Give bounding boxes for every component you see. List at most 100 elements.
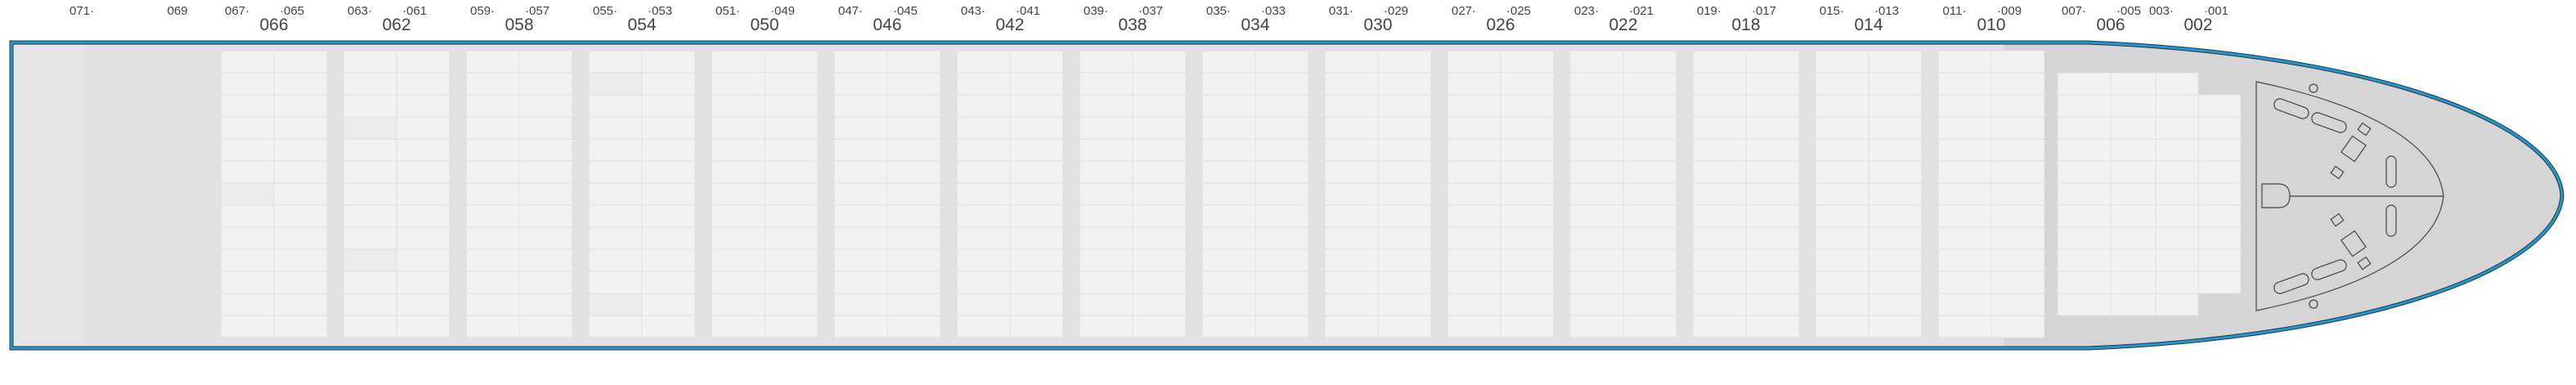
container-slot[interactable] bbox=[711, 315, 765, 338]
container-slot[interactable] bbox=[1324, 94, 1379, 118]
container-slot[interactable] bbox=[1254, 248, 1309, 272]
container-slot[interactable] bbox=[886, 182, 941, 206]
container-slot[interactable] bbox=[1254, 160, 1309, 184]
container-slot[interactable] bbox=[518, 204, 573, 228]
container-slot[interactable] bbox=[518, 293, 573, 316]
container-slot[interactable] bbox=[1377, 315, 1432, 338]
container-slot[interactable] bbox=[273, 182, 328, 206]
container-slot[interactable] bbox=[1745, 72, 1800, 96]
container-slot[interactable] bbox=[711, 293, 765, 316]
container-slot[interactable] bbox=[1447, 271, 1501, 294]
container-slot[interactable] bbox=[2155, 204, 2199, 228]
container-slot[interactable] bbox=[641, 248, 696, 272]
container-slot[interactable] bbox=[343, 315, 397, 338]
container-slot[interactable] bbox=[588, 226, 643, 250]
container-slot[interactable] bbox=[711, 160, 765, 184]
container-slot[interactable] bbox=[1009, 226, 1064, 250]
container-slot[interactable] bbox=[711, 248, 765, 272]
container-slot[interactable] bbox=[396, 138, 451, 162]
container-slot[interactable] bbox=[1079, 138, 1133, 162]
container-slot[interactable] bbox=[396, 293, 451, 316]
container-slot[interactable] bbox=[1868, 182, 1923, 206]
container-slot[interactable] bbox=[1868, 160, 1923, 184]
container-slot[interactable] bbox=[641, 94, 696, 118]
container-slot[interactable] bbox=[1745, 50, 1800, 74]
container-slot[interactable] bbox=[1937, 72, 1992, 96]
bay-018[interactable] bbox=[1692, 50, 1800, 338]
bay-034[interactable] bbox=[1201, 50, 1309, 338]
container-slot[interactable] bbox=[886, 271, 941, 294]
container-slot[interactable] bbox=[1201, 182, 1256, 206]
container-slot[interactable] bbox=[956, 293, 1011, 316]
container-slot[interactable] bbox=[588, 204, 643, 228]
container-slot[interactable] bbox=[1009, 248, 1064, 272]
container-slot[interactable] bbox=[1132, 116, 1187, 140]
container-slot[interactable] bbox=[641, 226, 696, 250]
container-slot[interactable] bbox=[1937, 94, 1992, 118]
container-slot[interactable] bbox=[1377, 226, 1432, 250]
container-slot[interactable] bbox=[1009, 72, 1064, 96]
container-slot[interactable] bbox=[1500, 72, 1555, 96]
container-slot[interactable] bbox=[518, 315, 573, 338]
container-slot[interactable] bbox=[2057, 204, 2112, 228]
container-slot[interactable] bbox=[833, 50, 888, 74]
container-slot[interactable] bbox=[1447, 72, 1501, 96]
container-slot[interactable] bbox=[1868, 50, 1923, 74]
container-slot[interactable] bbox=[1622, 138, 1677, 162]
container-slot[interactable] bbox=[1254, 50, 1309, 74]
container-slot[interactable] bbox=[518, 226, 573, 250]
container-slot[interactable] bbox=[2155, 293, 2199, 316]
container-slot[interactable] bbox=[2057, 248, 2112, 272]
container-slot[interactable] bbox=[1622, 50, 1677, 74]
container-slot[interactable] bbox=[518, 160, 573, 184]
container-slot[interactable] bbox=[1692, 160, 1747, 184]
container-slot[interactable] bbox=[220, 226, 275, 250]
container-slot[interactable] bbox=[1692, 248, 1747, 272]
container-slot[interactable] bbox=[1569, 50, 1624, 74]
container-slot[interactable] bbox=[2155, 72, 2199, 96]
container-slot[interactable] bbox=[343, 116, 397, 140]
container-slot[interactable] bbox=[2155, 94, 2199, 118]
container-slot[interactable] bbox=[1009, 293, 1064, 316]
container-slot[interactable] bbox=[1201, 226, 1256, 250]
container-slot[interactable] bbox=[1937, 271, 1992, 294]
container-slot[interactable] bbox=[1009, 94, 1064, 118]
container-slot[interactable] bbox=[1079, 226, 1133, 250]
container-slot[interactable] bbox=[641, 182, 696, 206]
container-slot[interactable] bbox=[588, 248, 643, 272]
container-slot[interactable] bbox=[1937, 50, 1992, 74]
bay-038[interactable] bbox=[1079, 50, 1187, 338]
container-slot[interactable] bbox=[465, 160, 520, 184]
container-slot[interactable] bbox=[1868, 72, 1923, 96]
container-slot[interactable] bbox=[518, 94, 573, 118]
container-slot[interactable] bbox=[396, 271, 451, 294]
container-slot[interactable] bbox=[764, 138, 819, 162]
container-slot[interactable] bbox=[1815, 315, 1869, 338]
container-slot[interactable] bbox=[1254, 293, 1309, 316]
container-slot[interactable] bbox=[711, 182, 765, 206]
container-slot[interactable] bbox=[1201, 315, 1256, 338]
container-slot[interactable] bbox=[886, 315, 941, 338]
container-slot[interactable] bbox=[1254, 271, 1309, 294]
container-slot[interactable] bbox=[343, 293, 397, 316]
container-slot[interactable] bbox=[764, 315, 819, 338]
container-slot[interactable] bbox=[764, 182, 819, 206]
container-slot[interactable] bbox=[1815, 72, 1869, 96]
container-slot[interactable] bbox=[886, 248, 941, 272]
container-slot[interactable] bbox=[2155, 160, 2199, 184]
container-slot[interactable] bbox=[1937, 293, 1992, 316]
container-slot[interactable] bbox=[1447, 204, 1501, 228]
container-slot[interactable] bbox=[1815, 226, 1869, 250]
container-slot[interactable] bbox=[1569, 138, 1624, 162]
bay-050[interactable] bbox=[711, 50, 819, 338]
container-slot[interactable] bbox=[1745, 204, 1800, 228]
container-slot[interactable] bbox=[1937, 160, 1992, 184]
container-slot[interactable] bbox=[2155, 248, 2199, 272]
container-slot[interactable] bbox=[2155, 138, 2199, 162]
container-slot[interactable] bbox=[1815, 138, 1869, 162]
container-slot[interactable] bbox=[1815, 293, 1869, 316]
container-slot[interactable] bbox=[1009, 50, 1064, 74]
container-slot[interactable] bbox=[1447, 138, 1501, 162]
container-slot[interactable] bbox=[1692, 94, 1747, 118]
container-slot[interactable] bbox=[1815, 50, 1869, 74]
